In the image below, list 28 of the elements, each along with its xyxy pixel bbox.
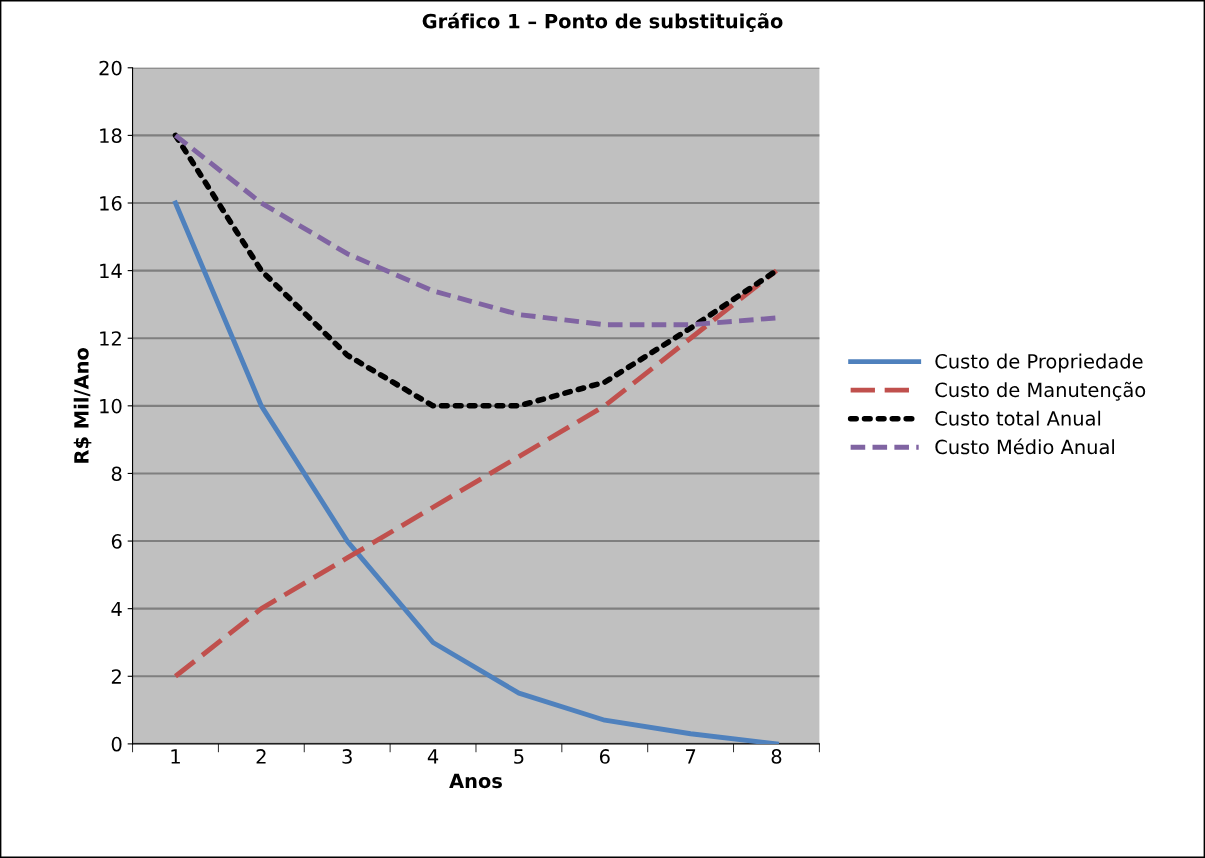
legend-label: Custo de Manutenção	[935, 381, 1146, 401]
y-tick-label: 10	[100, 398, 122, 414]
x-tick-label: 5	[514, 749, 524, 764]
y-tick-label: 8	[111, 466, 122, 482]
y-tick-label: 0	[111, 736, 122, 752]
y-tick-label: 16	[100, 195, 122, 211]
x-axis-title: Anos	[449, 773, 502, 789]
x-tick-label: 2	[256, 749, 266, 764]
y-tick-label: 6	[111, 534, 122, 549]
y-tick-label: 2	[111, 669, 121, 684]
x-tick-label: 6	[599, 749, 610, 764]
legend-label: Custo total Anual	[935, 410, 1101, 426]
x-tick-label: 8	[771, 749, 782, 764]
legend-label: Custo de Propriedade	[935, 353, 1143, 373]
y-tick-label: 18	[100, 128, 122, 144]
chart-title: Gráfico 1 – Ponto de substituição	[422, 12, 783, 32]
line-series	[173, 268, 779, 679]
y-tick-label: 20	[99, 60, 122, 76]
x-tick-label: 3	[342, 749, 352, 764]
x-tick-label: 1	[171, 749, 180, 764]
x-tick-label: 7	[686, 749, 696, 764]
y-tick-label: 4	[111, 601, 122, 617]
line-series	[173, 200, 779, 744]
y-tick-label: 14	[100, 263, 122, 278]
x-tick-label: 4	[427, 749, 439, 764]
y-tick-label: 12	[100, 331, 121, 346]
legend-label: Custo Médio Anual	[935, 438, 1114, 455]
y-axis-title: R$ Mil/Ano	[73, 348, 92, 463]
